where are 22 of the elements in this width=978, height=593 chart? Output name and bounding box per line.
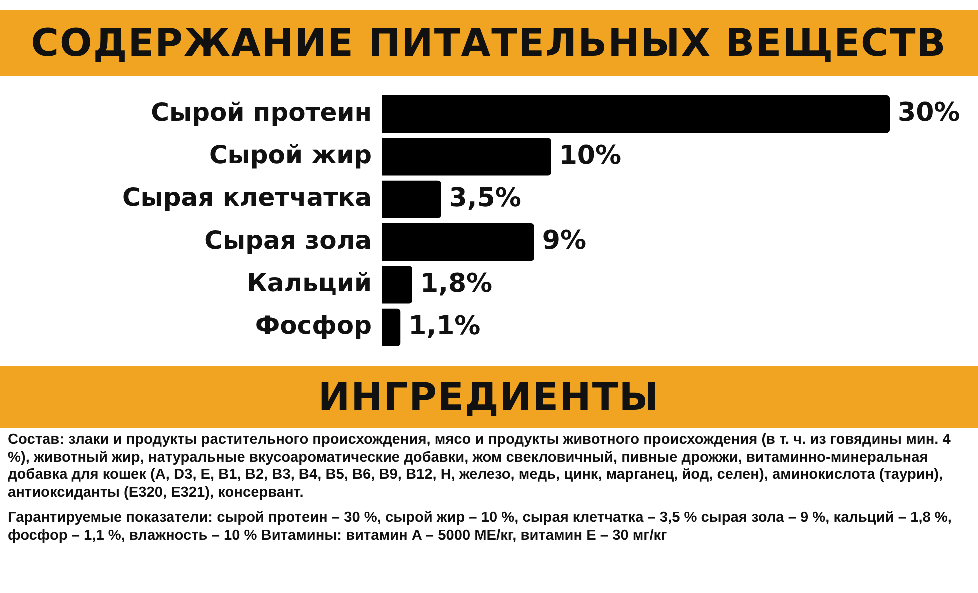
- bar: [382, 266, 412, 304]
- y-tick-label: Кальций: [247, 268, 372, 298]
- y-tick-label: Сырая клетчатка: [122, 183, 372, 212]
- text: Гарантируемые показатели: сырой протеин – 30 %, сырой жир – 10 %, сырая клетчатка – 3,5 % сырая зола – 9 %, кальций – 1,8 %, фосфор – 1,1 %, влажность – 10 % Витамины: витамин A – 5000 МЕ/кг, витамин E – 30 мг/кг: [7, 510, 953, 545]
- data-label: 30%: [898, 98, 960, 128]
- chart-title: СОДЕРЖАНИЕ ПИТАТЕЛЬНЫХ ВЕЩЕСТВ: [0, 10, 978, 76]
- y-tick-label: Сырой протеин: [151, 98, 372, 127]
- data-label: 1,1%: [408, 311, 481, 342]
- y-tick-label: Сырая зола: [204, 226, 372, 255]
- bar: [382, 224, 534, 262]
- data-label: 1,8%: [420, 268, 493, 299]
- text: Состав: злаки и продукты растительного происхождения, мясо и продукты животного происхождения (в т. ч. из говядины мин. 4 %), животный жир, натуральные вкусоароматические добавки, жом свекловичный, пивные дрожжи, витаминно-минеральная добавка для кошек (A, D3, E, B1, B2, B3, B4, B5, B6, B9, B12, H, железо, медь, цинк, марганец, йод, селен), аминокислота (таурин), антиоксиданты (E320, E321), консервант.: [7, 432, 952, 502]
- text: ИНГРЕДИЕНТЫ: [0, 366, 978, 428]
- data-label: 9%: [542, 226, 587, 256]
- bar: [382, 96, 890, 134]
- y-tick-label: Фосфор: [255, 311, 372, 340]
- data-label: 10%: [559, 140, 622, 171]
- bar: [382, 308, 401, 346]
- bar: [382, 180, 442, 218]
- data-label: 3,5%: [449, 183, 522, 214]
- bar: [382, 138, 552, 176]
- y-tick-label: Сырой жир: [209, 140, 372, 170]
